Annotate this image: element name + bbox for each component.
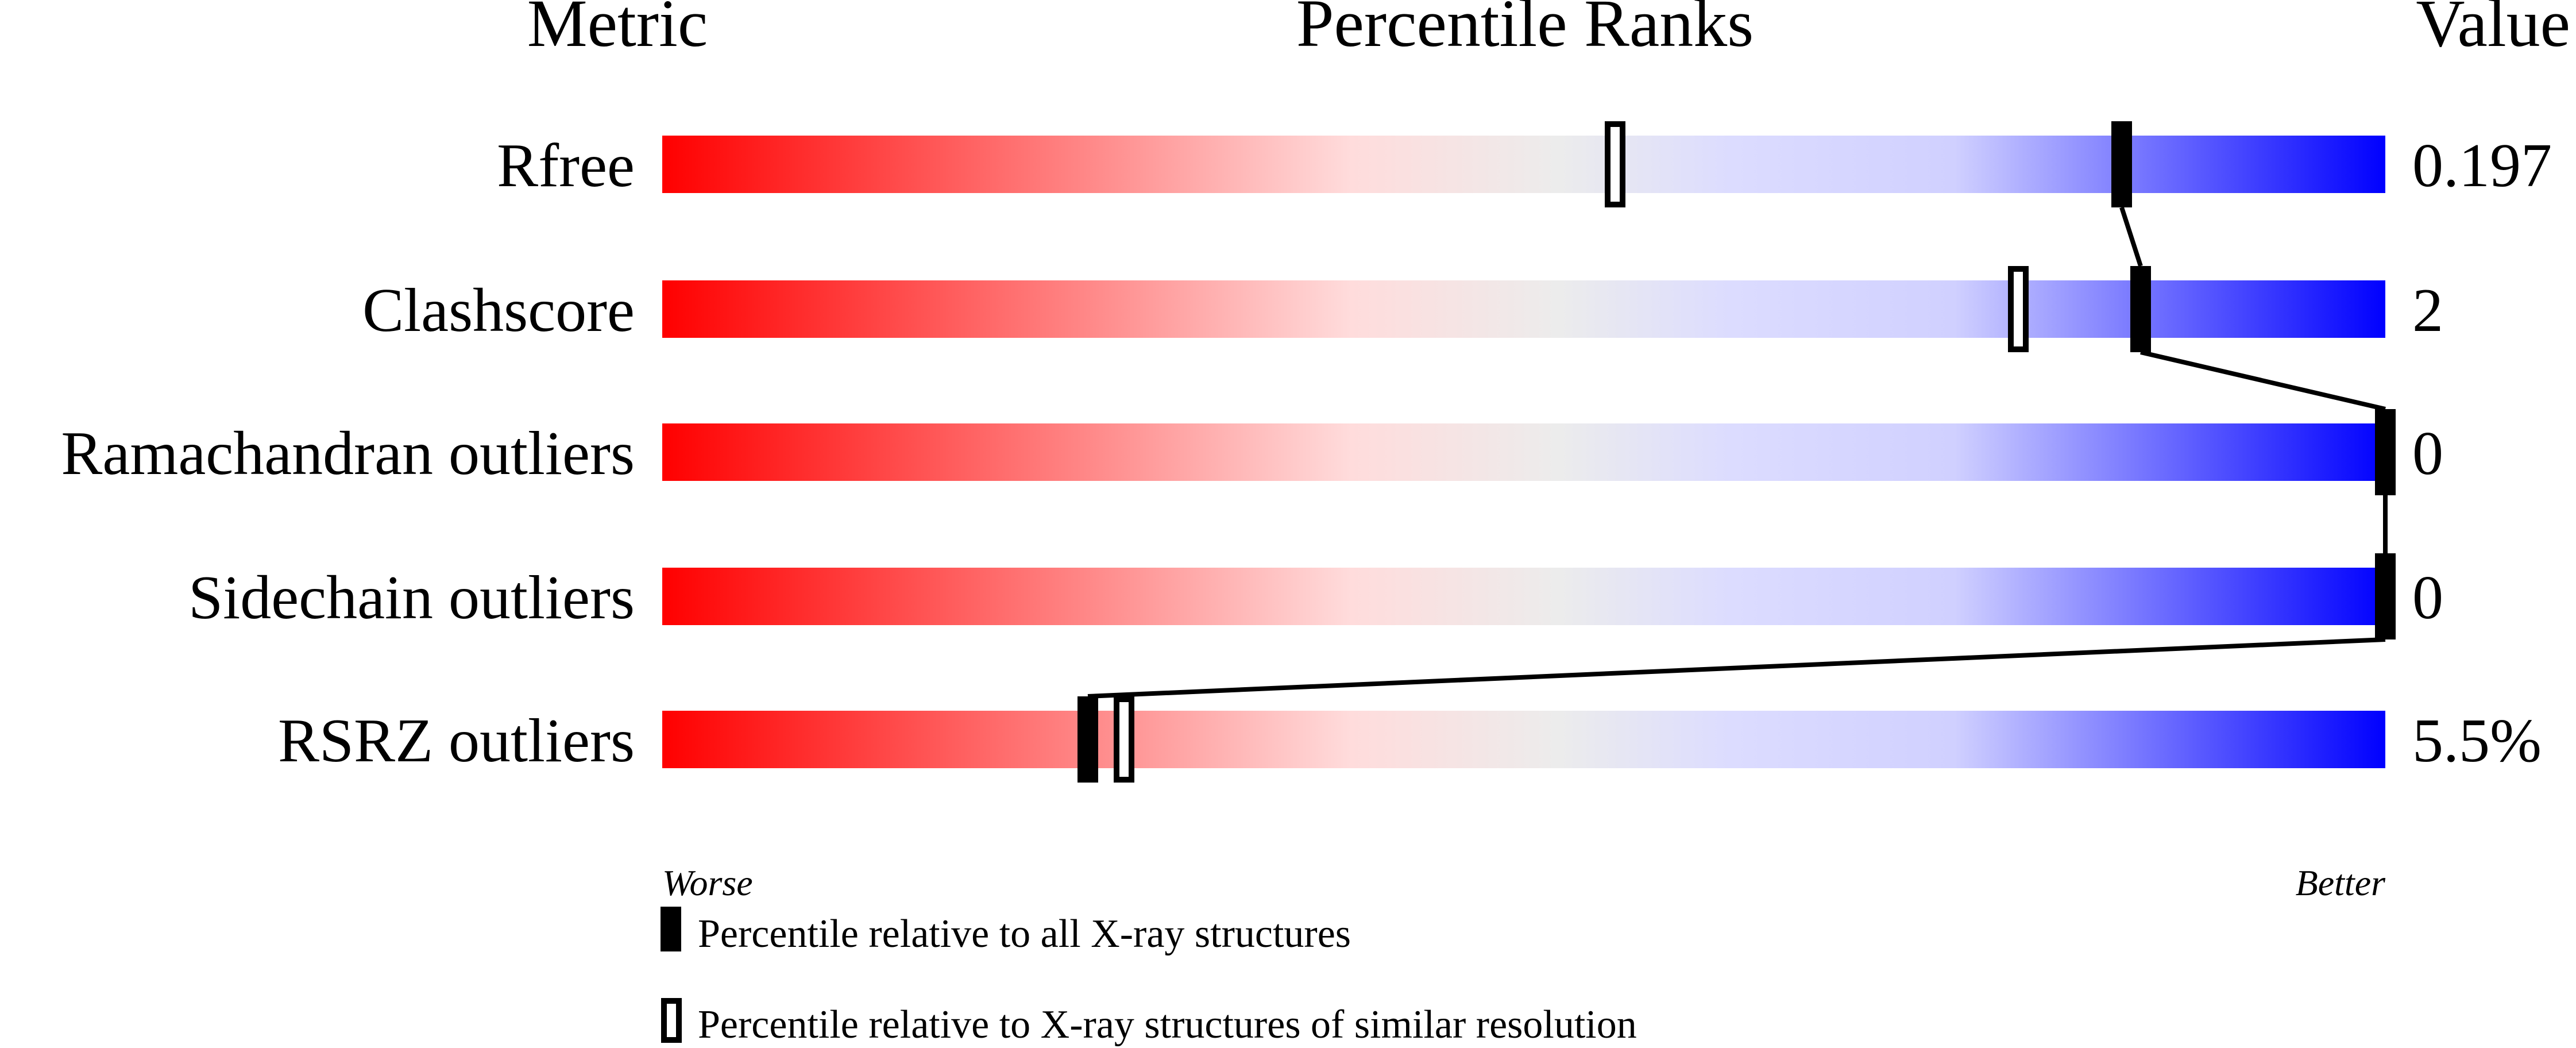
all-structures-marker xyxy=(2111,121,2132,207)
metric-label: Rfree xyxy=(497,132,635,200)
metric-row: Sidechain outliers 0 xyxy=(188,553,2443,639)
metric-row: Rfree 0.197 xyxy=(497,121,2552,207)
metric-value: 5.5% xyxy=(2412,707,2542,775)
metric-value: 2 xyxy=(2412,276,2443,345)
header-percentile-ranks: Percentile Ranks xyxy=(1296,0,1754,61)
metric-label: Ramachandran outliers xyxy=(61,419,635,488)
legend-all-label: Percentile relative to all X-ray structu… xyxy=(698,912,1351,956)
metric-value: 0 xyxy=(2412,419,2443,488)
metric-row: Ramachandran outliers 0 xyxy=(61,409,2443,495)
similar-resolution-marker xyxy=(1114,696,1134,783)
metric-row: RSRZ outliers 5.5% xyxy=(278,696,2542,783)
better-label: Better xyxy=(2296,862,2386,903)
metric-value: 0 xyxy=(2412,564,2443,632)
legend-filled-marker xyxy=(661,907,681,951)
connector-line xyxy=(2140,350,2386,411)
percentile-bar xyxy=(662,280,2385,338)
connector-line xyxy=(2119,206,2143,267)
all-structures-marker xyxy=(2375,409,2396,495)
similar-resolution-marker xyxy=(1605,121,1625,207)
connector-line xyxy=(1087,637,2386,699)
header-value: Value xyxy=(2416,0,2570,61)
percentile-bar xyxy=(662,568,2385,625)
all-structures-marker xyxy=(1077,696,1098,783)
percentile-bar xyxy=(662,136,2385,193)
worse-label: Worse xyxy=(662,862,753,903)
metric-row: Clashscore 2 xyxy=(362,266,2443,352)
legend-open-marker xyxy=(661,998,682,1043)
all-structures-marker xyxy=(2130,266,2151,352)
header-metric: Metric xyxy=(527,0,708,61)
metric-label: RSRZ outliers xyxy=(278,707,635,775)
percentile-bar xyxy=(662,423,2385,481)
metric-label: Clashscore xyxy=(362,276,635,345)
similar-resolution-marker xyxy=(2008,266,2029,352)
all-structures-marker xyxy=(2375,553,2396,639)
metric-value: 0.197 xyxy=(2412,132,2552,200)
metric-label: Sidechain outliers xyxy=(188,564,635,632)
legend-similar-label: Percentile relative to X-ray structures … xyxy=(698,1003,1637,1047)
percentile-bar xyxy=(662,711,2385,768)
